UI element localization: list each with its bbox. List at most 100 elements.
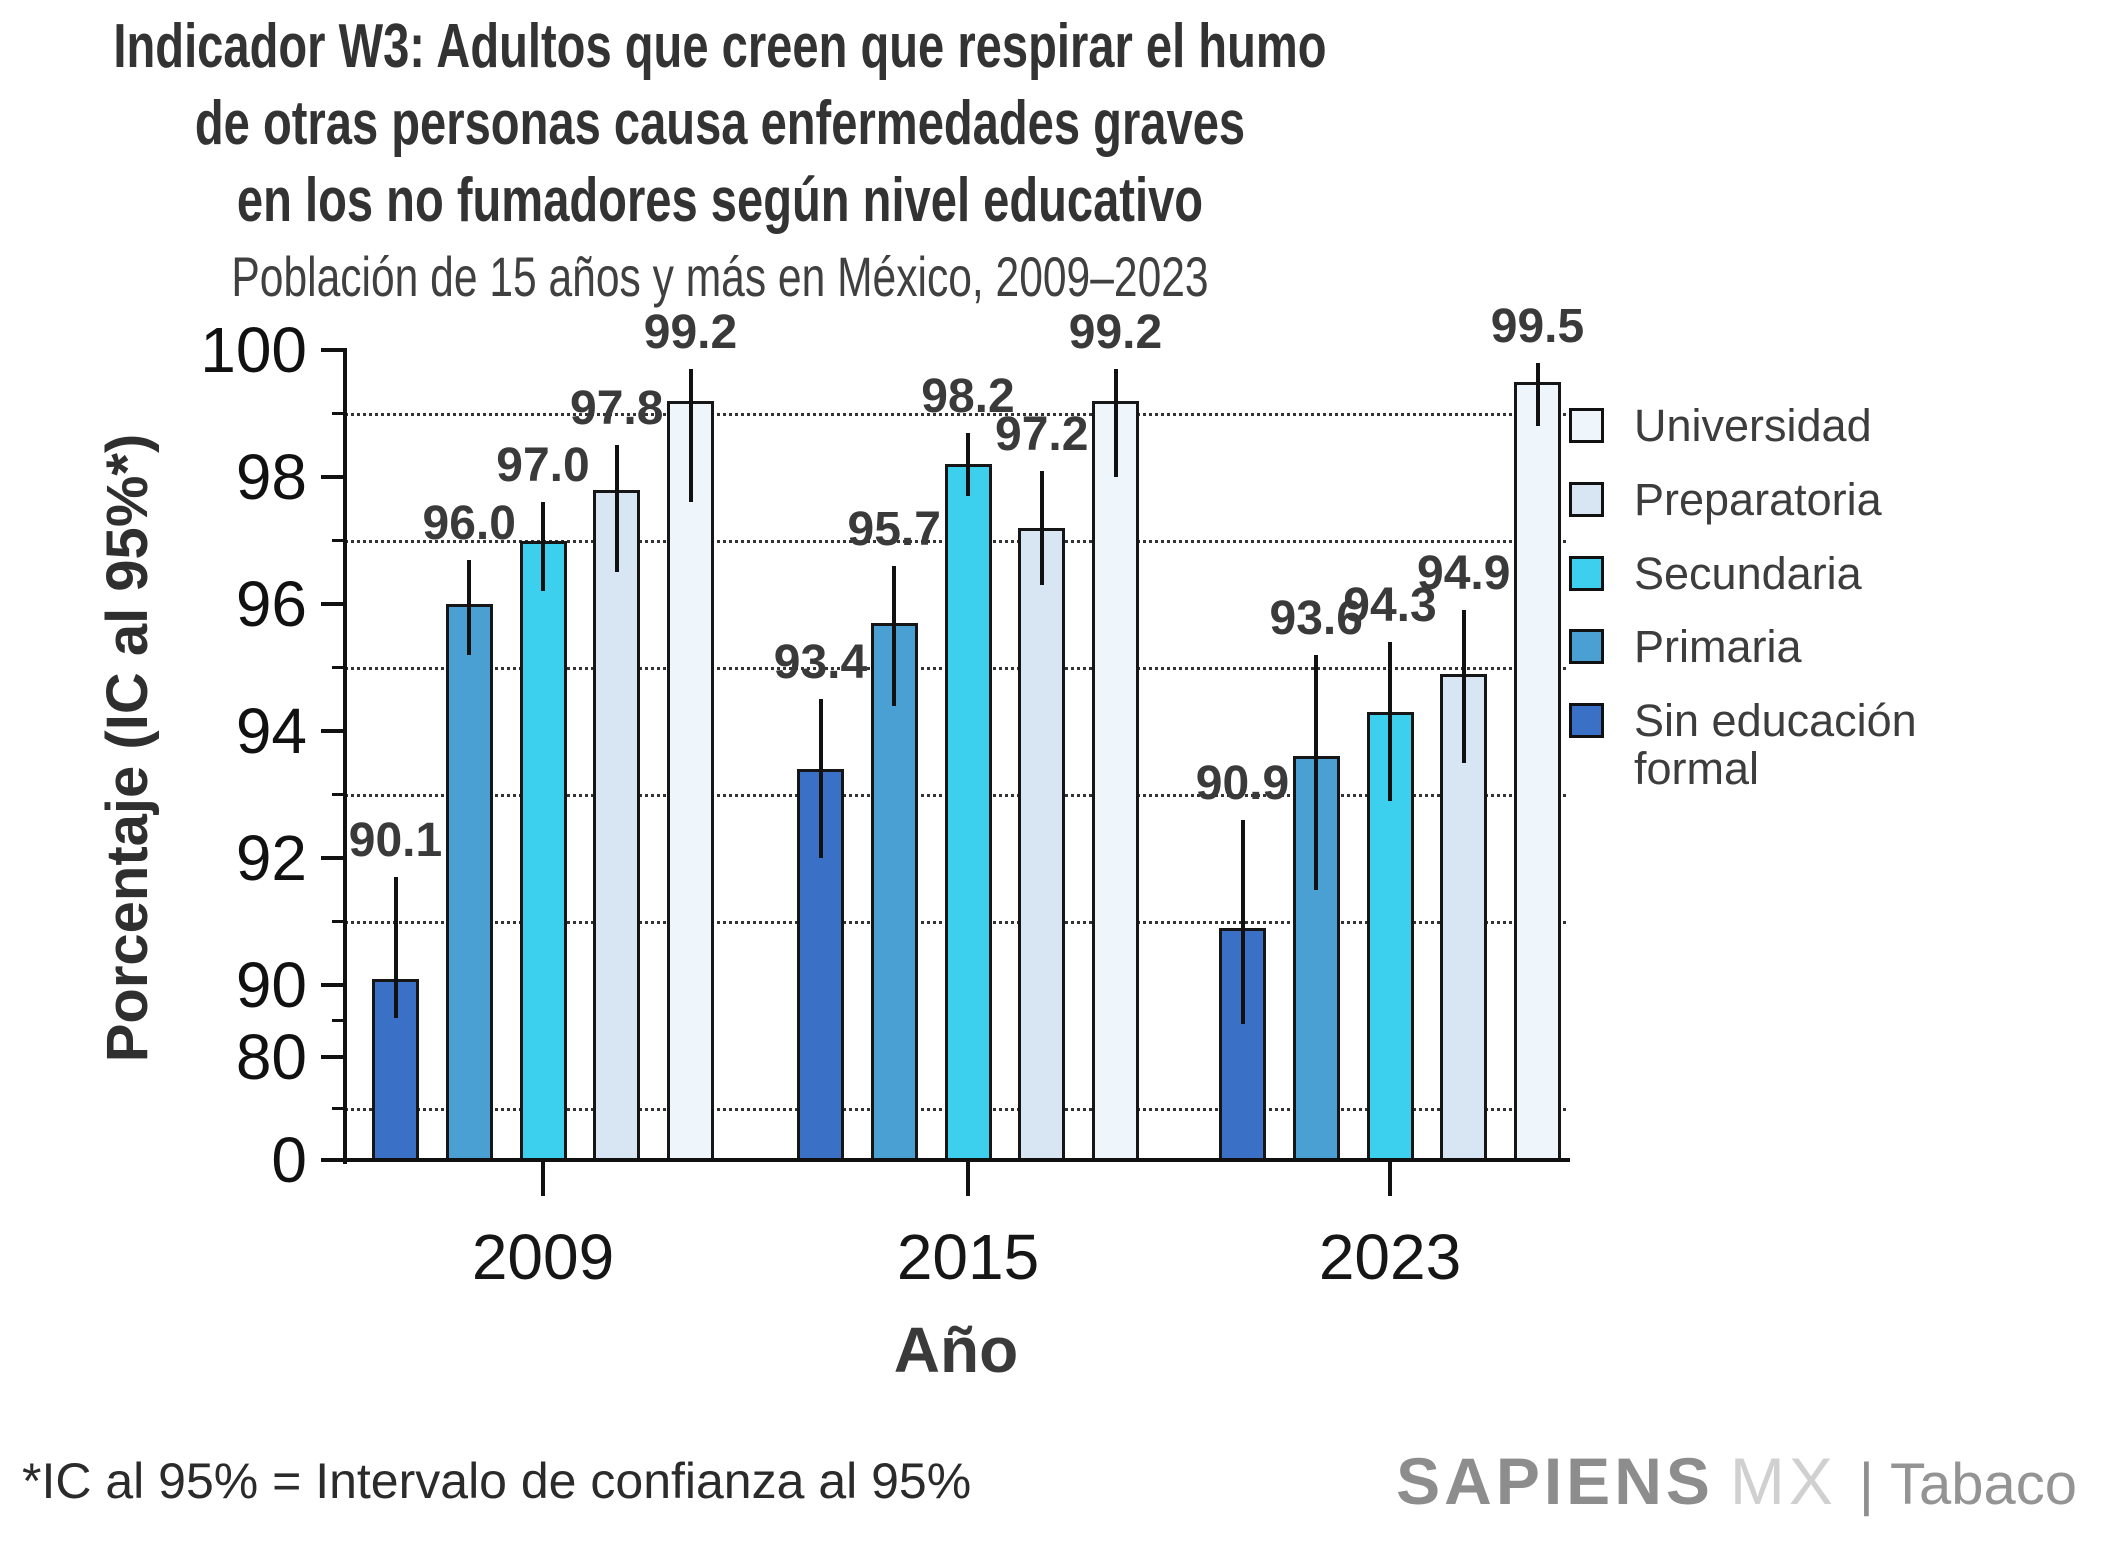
bar-value-label: 98.2 bbox=[921, 369, 1015, 423]
bar bbox=[593, 489, 641, 1162]
legend-swatch bbox=[1569, 555, 1604, 591]
bar-value-label: 93.4 bbox=[773, 636, 868, 690]
error-bar bbox=[614, 445, 619, 573]
y-major-tick bbox=[321, 729, 345, 733]
x-tick-label: 2015 bbox=[896, 1221, 1040, 1293]
legend-swatch bbox=[1569, 408, 1604, 443]
bar bbox=[1366, 711, 1414, 1162]
legend-swatch bbox=[1569, 481, 1604, 517]
error-bar bbox=[818, 699, 823, 858]
y-minor-tick bbox=[332, 1019, 345, 1022]
y-minor-tick bbox=[332, 792, 345, 796]
bar bbox=[1092, 400, 1139, 1162]
brand-logo: SAPIENS MX | Tabaco bbox=[1396, 1443, 2077, 1519]
y-minor-tick bbox=[332, 1106, 345, 1110]
bar-value-label: 97.2 bbox=[995, 407, 1089, 461]
y-tick-label: 94 bbox=[235, 695, 307, 767]
y-tick-label: 92 bbox=[235, 822, 307, 894]
bar-value-label: 97.8 bbox=[570, 382, 664, 436]
y-minor-tick bbox=[332, 411, 345, 415]
y-axis-spine bbox=[343, 348, 347, 1164]
error-bar bbox=[1461, 610, 1466, 763]
y-tick-label: 80 bbox=[235, 1021, 307, 1093]
legend-label: Primaria bbox=[1634, 621, 1802, 673]
x-axis-spine bbox=[343, 1158, 1570, 1162]
legend-item: Universidad bbox=[1569, 402, 1872, 450]
bar-value-label: 90.9 bbox=[1195, 756, 1290, 810]
bar-value-label: 94.3 bbox=[1343, 579, 1437, 633]
chart-title-line-1: Indicador W3: Adultos que creen que resp… bbox=[113, 12, 1327, 81]
legend-label: Secundaria bbox=[1634, 547, 1862, 599]
legend-swatch bbox=[1569, 629, 1604, 665]
error-bar bbox=[1314, 654, 1319, 890]
legend-label: Preparatoria bbox=[1634, 473, 1882, 525]
x-tick bbox=[966, 1162, 970, 1196]
error-bar bbox=[541, 502, 545, 592]
bar bbox=[1018, 527, 1066, 1162]
y-major-tick bbox=[321, 475, 345, 479]
y-major-tick bbox=[321, 348, 345, 352]
error-bar bbox=[393, 877, 398, 1019]
y-major-tick bbox=[321, 602, 345, 606]
bar bbox=[1514, 381, 1561, 1162]
legend-swatch bbox=[1569, 703, 1604, 738]
error-bar bbox=[1113, 369, 1118, 477]
y-major-tick bbox=[321, 1158, 345, 1162]
bar bbox=[667, 400, 714, 1162]
bar bbox=[870, 623, 918, 1162]
error-bar bbox=[688, 369, 693, 503]
bar-value-label: 94.9 bbox=[1417, 547, 1511, 601]
legend-label: Universidad bbox=[1634, 400, 1872, 451]
bar-value-label: 99.2 bbox=[643, 306, 738, 360]
error-bar bbox=[966, 432, 970, 497]
chart-title: Indicador W3: Adultos que creen que resp… bbox=[112, 8, 1328, 310]
logo-product-text: Tabaco bbox=[1889, 1452, 2077, 1517]
y-major-tick bbox=[321, 1055, 345, 1059]
bar-value-label: 95.7 bbox=[847, 502, 941, 556]
y-tick-label: 96 bbox=[235, 568, 307, 640]
logo-separator: | bbox=[1858, 1452, 1874, 1517]
bar-value-label: 99.2 bbox=[1068, 306, 1163, 360]
error-bar bbox=[1039, 470, 1044, 585]
bar-value-label: 97.0 bbox=[496, 439, 590, 493]
bar bbox=[944, 464, 992, 1162]
y-minor-tick bbox=[332, 538, 345, 542]
bar-value-label: 93.6 bbox=[1269, 591, 1363, 645]
bar bbox=[519, 540, 567, 1162]
footnote: *IC al 95% = Intervalo de confianza al 9… bbox=[22, 1453, 972, 1509]
bar bbox=[445, 604, 493, 1162]
error-bar bbox=[1388, 642, 1392, 801]
error-bar bbox=[892, 565, 897, 706]
logo-suffix-text: MX bbox=[1729, 1444, 1837, 1518]
y-tick-label: 98 bbox=[235, 441, 307, 513]
chart-title-line-2: de otras personas causa enfermedades gra… bbox=[194, 89, 1246, 158]
error-bar bbox=[1240, 819, 1245, 1024]
y-minor-tick bbox=[332, 919, 345, 923]
y-gridline bbox=[345, 412, 1566, 416]
legend-item: Primaria bbox=[1569, 623, 1802, 671]
legend-label: Sin educación formal bbox=[1634, 695, 1917, 794]
bar-value-label: 99.5 bbox=[1490, 299, 1585, 353]
x-tick bbox=[541, 1162, 545, 1196]
chart-subtitle: Población de 15 años y más en México, 20… bbox=[231, 245, 1209, 308]
bar-value-label: 90.1 bbox=[348, 814, 443, 868]
x-tick bbox=[1388, 1162, 1392, 1196]
y-minor-tick bbox=[332, 665, 345, 669]
legend-item: Preparatoria bbox=[1569, 473, 1882, 525]
legend-item: Sin educación formal bbox=[1569, 697, 1917, 793]
x-tick-label: 2023 bbox=[1318, 1221, 1462, 1293]
logo-brand-text: SAPIENS bbox=[1396, 1444, 1714, 1518]
legend-item: Secundaria bbox=[1569, 547, 1862, 599]
y-tick-label: 90 bbox=[235, 949, 307, 1021]
y-major-tick bbox=[321, 856, 345, 860]
error-bar bbox=[1535, 362, 1540, 427]
y-tick-label: 100 bbox=[200, 314, 307, 386]
chart-title-line-3: en los no fumadores según nivel educativ… bbox=[236, 166, 1204, 235]
y-tick-label: 0 bbox=[271, 1124, 307, 1196]
x-tick-label: 2009 bbox=[471, 1221, 615, 1293]
y-major-tick bbox=[321, 983, 345, 987]
error-bar bbox=[467, 559, 472, 655]
x-axis-title: Año bbox=[893, 1314, 1019, 1386]
bar-value-label: 96.0 bbox=[422, 496, 516, 550]
